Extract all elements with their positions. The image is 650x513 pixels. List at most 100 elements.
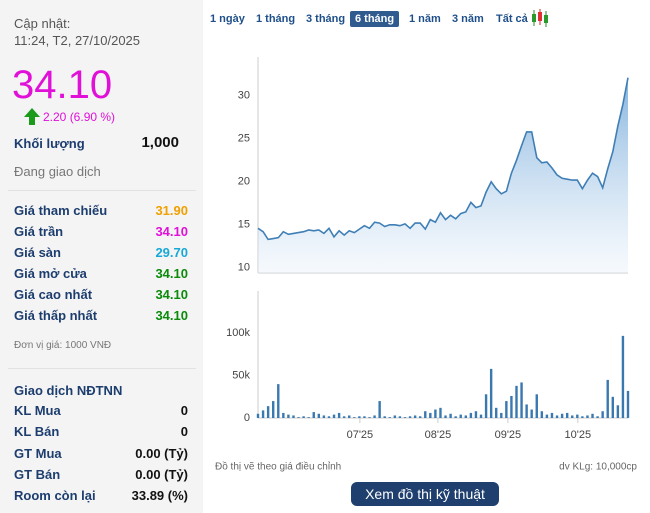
volume-bar <box>510 395 513 418</box>
volume-bar <box>403 417 407 418</box>
volume-bar <box>489 368 493 418</box>
volume-bar <box>434 409 437 418</box>
volume-bar <box>591 413 594 418</box>
footer-unit: dv KLg: 10,000cp <box>559 462 637 473</box>
volume: 1,000 <box>141 134 179 151</box>
volume-bar <box>520 382 523 418</box>
unit-note: Đơn vị giá: 1000 VNĐ <box>14 340 112 351</box>
volume-bar <box>611 396 614 418</box>
volume-bar <box>292 415 295 418</box>
volume-bar <box>363 416 366 418</box>
volume-bar <box>576 414 579 418</box>
price: 34.10 <box>12 63 113 107</box>
range-tab[interactable]: 3 tháng <box>306 13 346 25</box>
range-tab[interactable]: 3 năm <box>452 13 484 25</box>
row-label: Giá mở cửa <box>14 266 87 281</box>
volume-bar <box>272 401 275 418</box>
volume-bar <box>535 394 538 418</box>
volume-bar <box>373 415 376 418</box>
volume-bar <box>307 417 310 418</box>
row-label: KL Mua <box>14 403 61 418</box>
volume-bar <box>368 417 371 418</box>
volume-bar <box>353 417 356 418</box>
volume-bar <box>484 394 488 418</box>
row-label: Giá trần <box>14 224 64 239</box>
row-value: 31.90 <box>155 203 188 218</box>
volume-bar <box>327 416 331 418</box>
row-label: Room còn lại <box>14 488 96 504</box>
volume-bar <box>596 416 599 418</box>
row-label: Giá sàn <box>14 245 61 260</box>
volume-bar <box>555 415 559 418</box>
volume-bar <box>393 415 397 418</box>
volume-bar <box>408 416 412 418</box>
volume-bar <box>398 416 402 418</box>
volume-bar <box>256 413 260 418</box>
volume-bar <box>287 414 290 418</box>
area-fill <box>258 77 628 273</box>
range-tab[interactable]: 1 ngày <box>210 13 245 25</box>
volume-bar <box>266 406 270 418</box>
volume-bar <box>626 390 630 418</box>
foreign-title: Giao dịch NĐTNN <box>14 383 123 398</box>
volume-bar <box>282 412 285 418</box>
y-tick-label: 25 <box>238 133 250 145</box>
volume-bar <box>479 414 483 418</box>
volume-bar <box>424 411 427 418</box>
row-label: KL Bán <box>14 424 60 440</box>
volume-bar <box>337 412 341 418</box>
row-value: 29.70 <box>155 245 188 260</box>
volume-bar <box>429 412 432 418</box>
volume-bar <box>388 417 391 418</box>
volume-bar <box>297 417 300 418</box>
volume-bar <box>525 404 528 418</box>
volume-bar <box>378 401 381 418</box>
range-tab[interactable]: 6 tháng <box>350 11 400 27</box>
volume-bar <box>439 407 442 418</box>
row-value: 0 <box>180 403 188 418</box>
volume-bar <box>606 379 609 418</box>
price-change: 2.20 (6.90 %) <box>43 110 116 124</box>
volume-bar <box>261 410 265 418</box>
range-tab[interactable]: 1 tháng <box>256 13 296 25</box>
updated-label: Cập nhật: <box>14 16 71 31</box>
row-value: 34.10 <box>155 224 188 239</box>
volume-bar <box>540 411 544 418</box>
volume-bar <box>515 385 518 418</box>
volume-bar <box>474 411 478 418</box>
volume-bar <box>383 416 386 418</box>
volume-bar <box>358 416 361 418</box>
row-label: GT Bán <box>14 466 61 482</box>
row-value: 0.00 (Tỷ) <box>135 466 188 482</box>
x-tick-label: 07'25 <box>347 429 374 441</box>
volume-bar <box>464 415 468 418</box>
volume-bar <box>317 413 321 418</box>
volume-bar <box>454 416 457 418</box>
volume-bar <box>601 411 604 418</box>
volume-bar <box>565 412 569 418</box>
volume-bar <box>277 384 280 418</box>
volume-bar <box>469 412 473 418</box>
y-tick-label: 10 <box>238 262 250 274</box>
volume-bar <box>500 412 503 418</box>
volume-label: Khối lượng <box>14 136 85 151</box>
price-line <box>257 77 629 241</box>
volume-bar <box>495 407 498 418</box>
info-panel: Cập nhật: 11:24, T2, 27/10/2025 34.10 2.… <box>0 0 203 513</box>
row-value: 34.10 <box>155 287 188 302</box>
candle-icon[interactable] <box>530 8 550 28</box>
range-tab[interactable]: 1 năm <box>409 13 441 25</box>
y-tick-label: 20 <box>238 176 250 188</box>
volume-bar <box>332 414 336 418</box>
technical-chart-button[interactable]: Xem đồ thị kỹ thuật <box>351 482 499 506</box>
range-tab[interactable]: Tất cả <box>496 13 528 25</box>
volume-bar <box>621 335 625 418</box>
row-label: Giá cao nhất <box>14 287 93 302</box>
volume-bar <box>586 415 589 418</box>
row-label: GT Mua <box>14 445 62 461</box>
x-tick-label: 10'25 <box>565 429 592 441</box>
volume-bar <box>418 416 422 418</box>
separator <box>8 190 196 191</box>
